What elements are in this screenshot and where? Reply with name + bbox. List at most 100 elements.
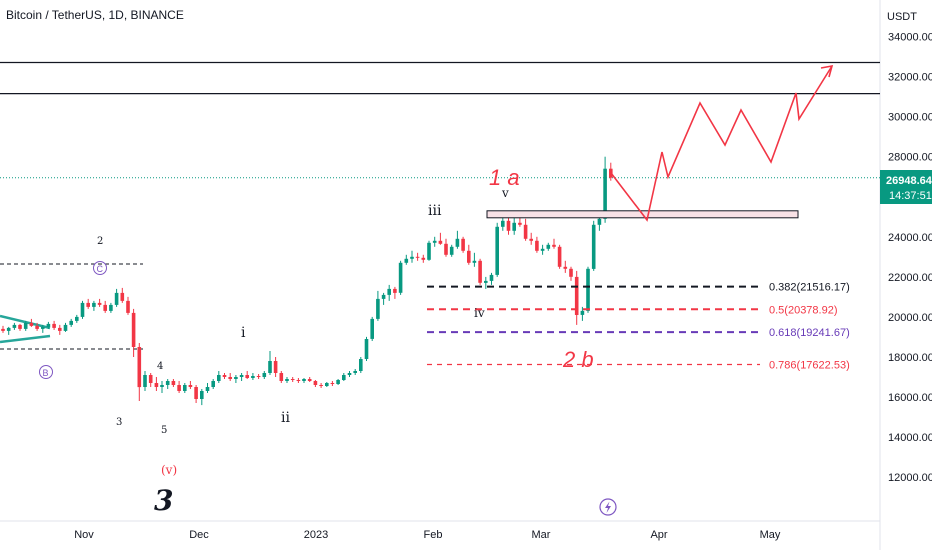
price-axis[interactable]: 34000.0032000.0030000.0028000.0026000.00… [888,32,932,485]
price-tick-label: 28000.00 [888,152,932,164]
candle-body [177,385,181,391]
price-tick-label: 18000.00 [888,352,932,364]
currency-label: USDT [887,11,917,23]
candle-body [342,375,346,380]
wave-circle-c [93,261,107,275]
candle-body [330,383,335,384]
candle-body [523,224,528,239]
candle-body [461,238,465,251]
wave-label-2: 2 [97,236,103,247]
wave-label-ii: ii [281,410,290,426]
candle-body [171,381,176,385]
candle-body [574,276,579,315]
candle-body [415,256,420,258]
candle-body [268,361,272,373]
wave-label-iii: iii [428,203,442,219]
candle-body [41,326,45,329]
candle-body [387,288,391,295]
wave-label-v: v [501,186,509,200]
price-tick-label: 32000.00 [888,72,932,84]
candle-body [495,226,499,275]
candle-body [18,324,22,329]
candle-body [92,302,96,307]
candle-body [586,268,590,311]
candle-body [205,387,210,391]
candle-body [154,383,159,387]
candle-body [393,288,397,293]
fib-level-label: 0.5(20378.92) [769,304,838,316]
candle-body [63,324,68,331]
candle-body [597,218,602,225]
candle-body [131,312,136,347]
candle-body [552,244,556,247]
price-tick-label: 12000.00 [888,472,932,484]
wave-label-b: B [43,368,49,378]
candle-body [262,373,267,377]
candle-body [279,373,284,381]
price-tick-label: 20000.00 [888,312,932,324]
candle-body [410,256,414,259]
candle-body [256,376,261,377]
candle-body [12,324,17,328]
candle-body [580,310,585,315]
candle-body [188,385,193,387]
triangle-upper-line [0,314,51,330]
time-axis[interactable]: Nov Dec 2023 Feb Mar Apr May [74,529,781,541]
candle-body [217,375,221,381]
candle-body [86,302,90,307]
candle-body [29,322,34,326]
wave-label-3: 3 [116,417,122,428]
fib-level-label: 0.618(19241.67) [769,327,850,339]
candle-body [52,323,56,328]
candle-body [194,387,198,399]
time-tick-label: Feb [424,529,443,541]
projection-path [610,65,833,222]
candle-body [438,240,443,244]
candle-body [46,323,51,327]
price-tick-label: 30000.00 [888,112,932,124]
candle-body [80,302,85,317]
candle-body [75,316,79,321]
candle-body [518,222,522,225]
candle-body [364,339,369,359]
wave-label-2b: 2 b [562,347,594,372]
last-price-value: 26948.64 [886,175,932,187]
candle-body [472,260,477,263]
candle-body [591,224,596,269]
candle-body [109,304,113,311]
candle-body [222,375,227,377]
candle-body [313,381,318,385]
candle-body [23,322,28,329]
candle-body [183,385,187,391]
fib-level-label: 0.786(17622.53) [769,360,850,372]
candle-body [427,242,431,260]
candle-body [370,318,374,339]
wave-label-iv: iv [474,306,485,320]
candle-body [444,243,448,255]
candle-body [325,383,329,386]
candle-body [336,380,340,384]
candle-body [535,240,539,251]
candle-body [6,327,11,331]
fibonacci-levels: 0.382(21516.17) 0.5(20378.92) 0.618(19241.… [427,282,850,372]
wave-circle-b [39,365,53,379]
candle-body [319,385,323,386]
candle-body [455,238,460,247]
resistance-lines [0,61,880,95]
candle-body [478,260,482,283]
candle-body [285,379,289,381]
time-tick-label: May [760,529,781,541]
candle-body [421,257,426,260]
wave-label-c: C [97,264,104,274]
time-tick-label: Mar [532,529,551,541]
candle-body [228,377,232,379]
candle-body [58,327,62,331]
bar-countdown: 14:37:51 [889,190,932,202]
candle-body [359,359,363,371]
candle-body [506,220,511,231]
candle-body [569,268,573,277]
candle-body [137,347,142,388]
candle-body [251,376,255,378]
lightning-bolt-icon [605,501,611,513]
